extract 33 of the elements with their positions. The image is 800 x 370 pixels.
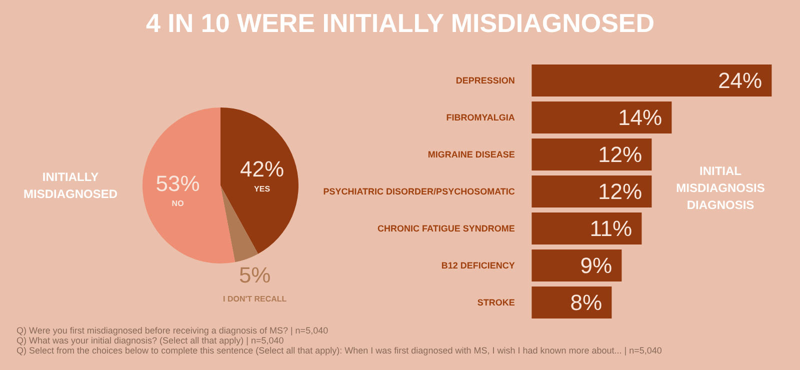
bar bbox=[532, 138, 652, 170]
data-label: 12% bbox=[598, 142, 642, 167]
data-label: 12% bbox=[598, 179, 642, 204]
bar bbox=[532, 250, 622, 282]
y-tick-label: FIBROMYALGIA bbox=[446, 112, 516, 122]
data-label: 14% bbox=[618, 105, 662, 130]
text: INITIALLY MISDIAGNOSED bbox=[23, 170, 118, 201]
y-tick-label: DEPRESSION bbox=[456, 76, 515, 86]
text: 4 IN 10 WERE INITIALLY MISDIAGNOSED bbox=[146, 8, 655, 38]
y-tick-label: B12 DEFICIENCY bbox=[441, 260, 515, 270]
y-tick-label: CHRONIC FATIGUE SYNDROME bbox=[378, 224, 515, 234]
bar bbox=[532, 286, 612, 318]
annotation: INITIAL MISDIAGNOSIS DIAGNOSIS bbox=[676, 164, 765, 212]
text: Q) What was your initial diagnosis? (Select all that apply) | n=5,040 bbox=[16, 336, 284, 346]
slice-label: I DON'T RECALL bbox=[223, 294, 287, 304]
y-tick-label: PSYCHIATRIC DISORDER/PSYCHOSOMATIC bbox=[323, 186, 516, 196]
data-label: 42% bbox=[240, 156, 284, 182]
text: Q) Select from the choices below to complete this sentence (Select all that apply): When I was first diagnosed with MS, I wish I had known more about... | n=5,040 bbox=[16, 346, 662, 356]
bar bbox=[532, 212, 642, 244]
data-label: 24% bbox=[718, 68, 762, 93]
y-tick-label: STROKE bbox=[477, 298, 515, 308]
data-label: 53% bbox=[156, 171, 200, 196]
data-label: 5% bbox=[238, 262, 271, 288]
data-label: 9% bbox=[580, 253, 612, 278]
data-label: 11% bbox=[590, 216, 632, 241]
data-label: 8% bbox=[570, 290, 602, 315]
text: Q) Were you first misdiagnosed before receiving a diagnosis of MS? | n=5,040 bbox=[16, 326, 328, 336]
slice-label: YES bbox=[254, 184, 271, 194]
slice-label: NO bbox=[172, 199, 184, 208]
bar bbox=[532, 64, 772, 96]
bar bbox=[532, 176, 652, 208]
bar bbox=[532, 102, 672, 134]
y-tick-label: MIGRAINE DISEASE bbox=[428, 150, 515, 160]
